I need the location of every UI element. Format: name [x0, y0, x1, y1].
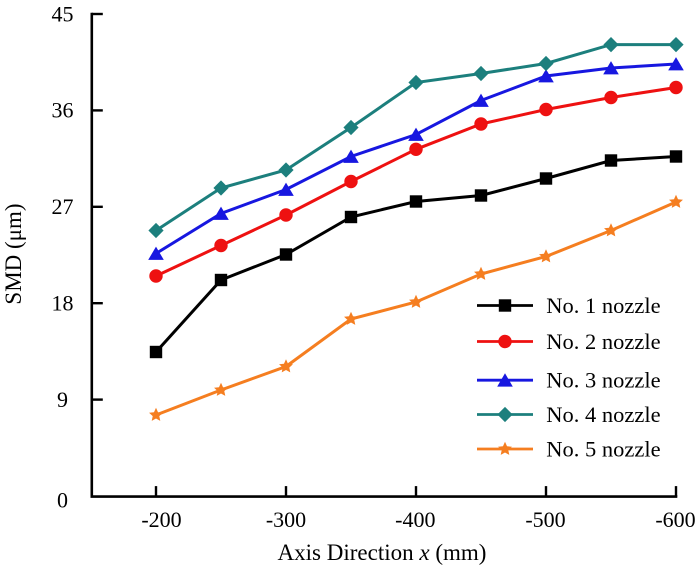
svg-text:27: 27: [52, 194, 74, 219]
svg-text:45: 45: [52, 1, 74, 26]
svg-text:SMD (μm): SMD (μm): [1, 203, 26, 304]
svg-text:No. 2 nozzle: No. 2 nozzle: [546, 329, 660, 354]
svg-text:-300: -300: [266, 507, 306, 532]
svg-text:No. 3 nozzle: No. 3 nozzle: [546, 368, 660, 393]
svg-text:0: 0: [57, 487, 68, 512]
svg-text:No. 4 nozzle: No. 4 nozzle: [546, 402, 660, 427]
svg-text:9: 9: [57, 387, 68, 412]
svg-text:-500: -500: [525, 507, 565, 532]
svg-text:18: 18: [52, 291, 74, 316]
svg-text:-400: -400: [395, 507, 435, 532]
svg-text:No. 1 nozzle: No. 1 nozzle: [546, 293, 660, 318]
svg-text:Axis Direction x (mm): Axis Direction x (mm): [278, 540, 487, 565]
svg-text:-600: -600: [655, 507, 695, 532]
svg-text:No. 5 nozzle: No. 5 nozzle: [546, 436, 660, 461]
svg-text:36: 36: [52, 98, 74, 123]
svg-text:-200: -200: [141, 507, 181, 532]
